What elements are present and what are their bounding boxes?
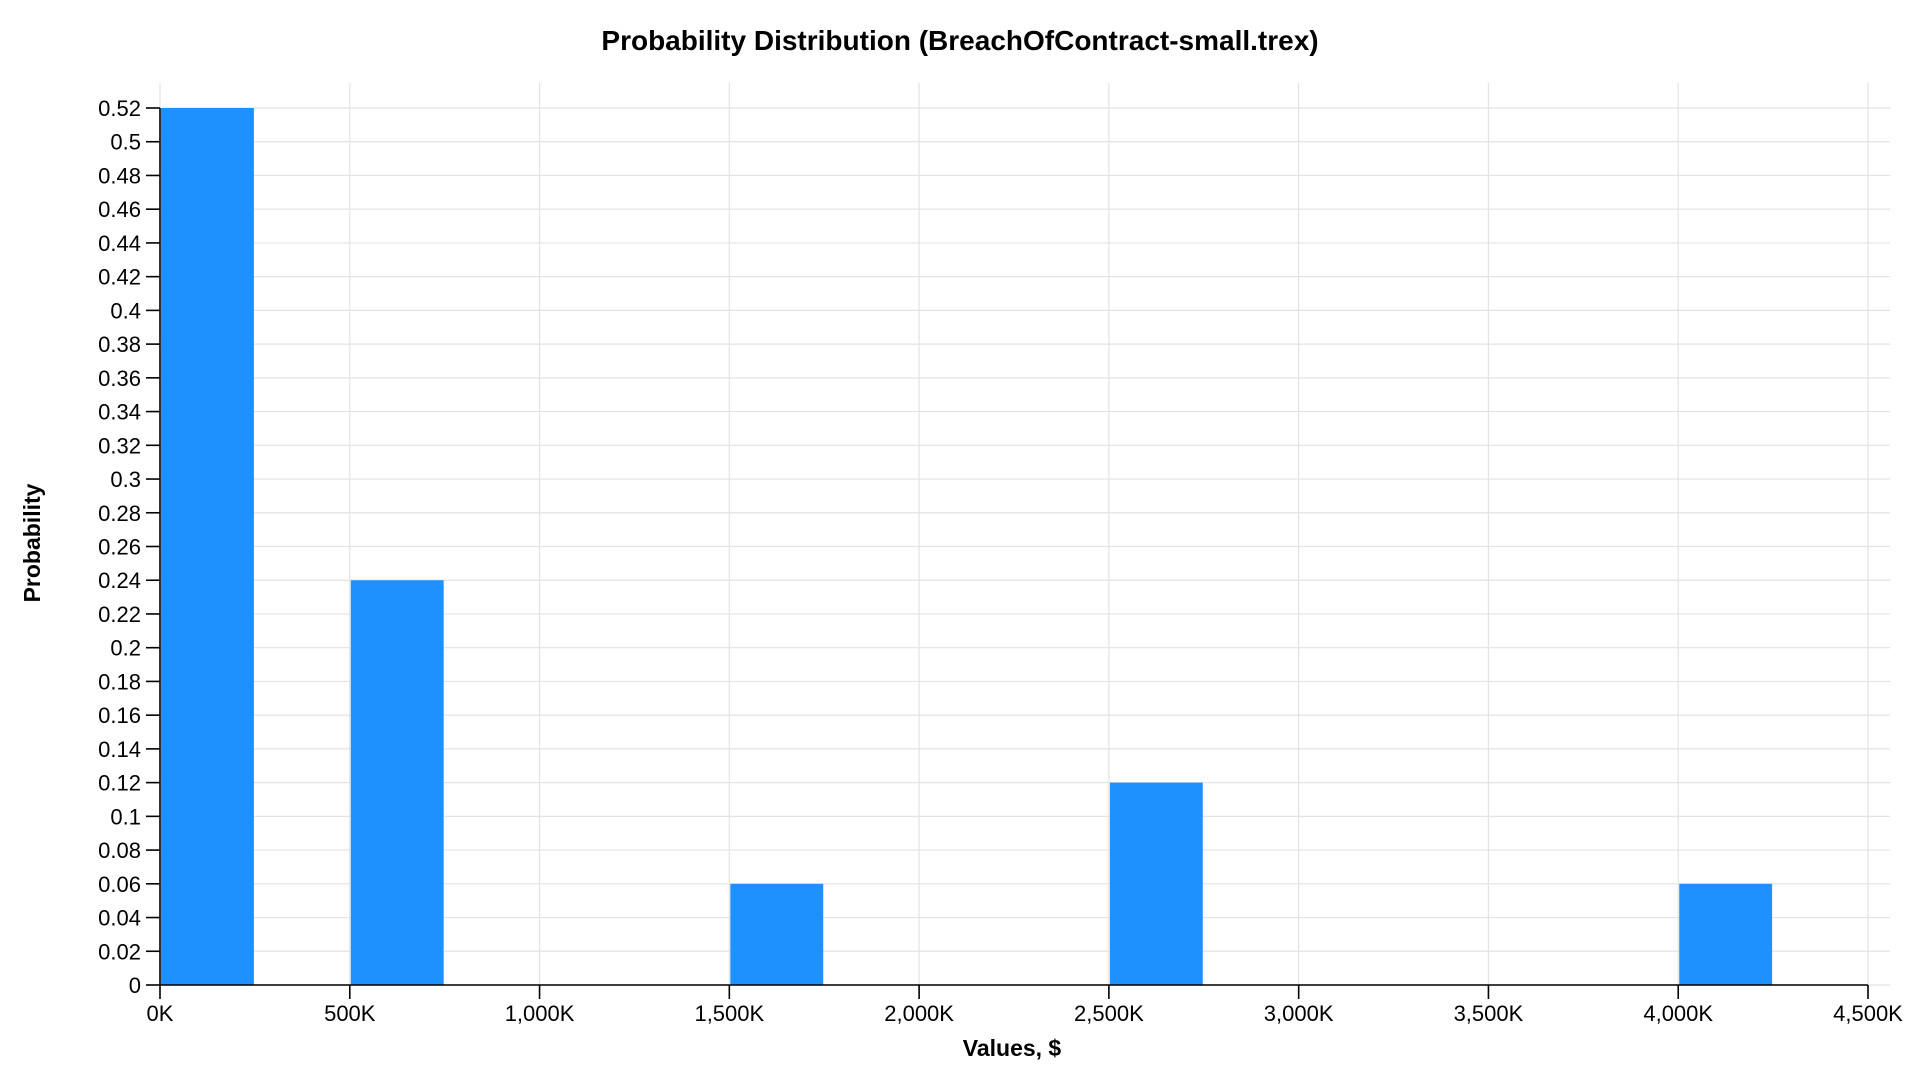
histogram-bar [161, 108, 254, 985]
y-tick-label: 0.18 [98, 669, 141, 694]
y-tick-label: 0 [129, 973, 141, 998]
y-tick-label: 0.36 [98, 366, 141, 391]
x-tick-label: 3,500K [1454, 1001, 1524, 1026]
y-tick-label: 0.38 [98, 332, 141, 357]
x-axis-title: Values, $ [963, 1035, 1062, 1061]
histogram-bar [350, 580, 444, 985]
y-tick-label: 0.4 [110, 298, 141, 323]
y-tick-label: 0.34 [98, 400, 141, 425]
chart-title: Probability Distribution (BreachOfContra… [601, 25, 1318, 56]
x-tick-label: 1,000K [505, 1001, 575, 1026]
x-tick-label: 2,000K [884, 1001, 954, 1026]
grid-layer [159, 83, 1890, 986]
x-tick-label: 4,500K [1833, 1001, 1903, 1026]
y-tick-label: 0.12 [98, 771, 141, 796]
y-tick-label: 0.06 [98, 872, 141, 897]
y-tick-label: 0.42 [98, 265, 141, 290]
y-tick-label: 0.04 [98, 906, 141, 931]
y-tick-label: 0.3 [110, 467, 141, 492]
y-tick-label: 0.24 [98, 568, 141, 593]
x-tick-label: 1,500K [694, 1001, 764, 1026]
y-tick-label: 0.22 [98, 602, 141, 627]
axis-layer: 0 0.02 0.04 0.06 0.08 0.1 0.12 0.14 0.16 0.18 0.2 0… [98, 96, 1903, 1026]
y-tick-label: 0.2 [110, 636, 141, 661]
y-tick-label: 0.46 [98, 197, 141, 222]
y-tick-label: 0.26 [98, 535, 141, 560]
x-tick-label: 500K [324, 1001, 376, 1026]
y-tick-label: 0.28 [98, 501, 141, 526]
x-tick-label: 4,000K [1643, 1001, 1713, 1026]
histogram-bar [730, 883, 824, 985]
histogram-bar [1109, 782, 1203, 985]
x-tick-label: 3,000K [1264, 1001, 1334, 1026]
x-tick-label: 0K [147, 1001, 174, 1026]
histogram-bar [1679, 883, 1773, 985]
bar-layer [161, 108, 1773, 985]
y-tick-label: 0.1 [110, 804, 141, 829]
y-tick-label: 0.08 [98, 838, 141, 863]
y-tick-label: 0.5 [110, 130, 141, 155]
y-tick-label: 0.14 [98, 737, 141, 762]
y-tick-label: 0.32 [98, 433, 141, 458]
y-tick-label: 0.48 [98, 163, 141, 188]
y-tick-label: 0.16 [98, 703, 141, 728]
y-tick-label: 0.52 [98, 96, 141, 121]
y-axis-title: Probability [19, 483, 45, 602]
x-tick-label: 2,500K [1074, 1001, 1144, 1026]
y-tick-label: 0.44 [98, 231, 141, 256]
y-tick-label: 0.02 [98, 939, 141, 964]
